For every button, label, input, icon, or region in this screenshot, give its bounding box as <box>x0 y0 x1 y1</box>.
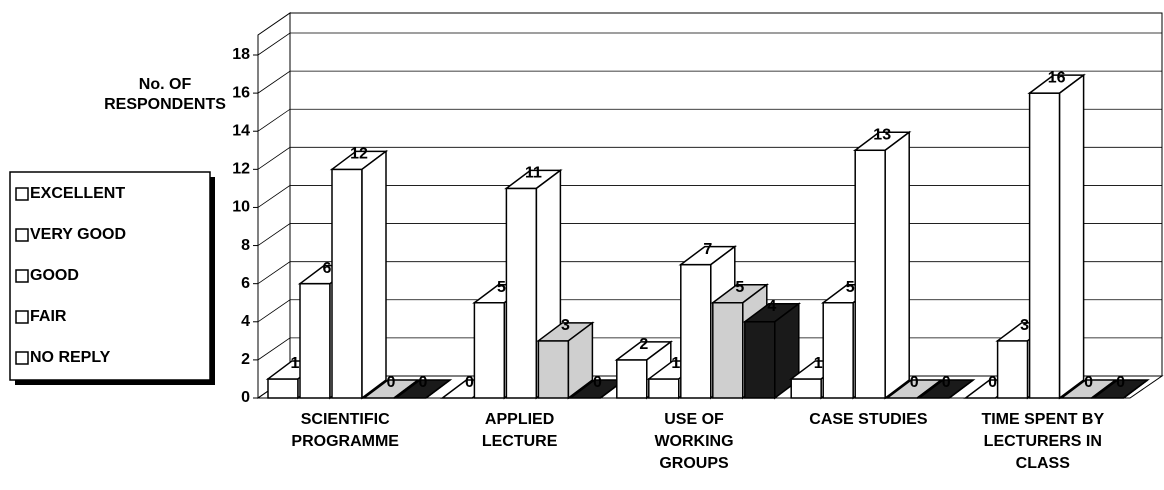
bar-side <box>884 130 910 400</box>
data-label: 0 <box>1084 374 1093 391</box>
data-label: 5 <box>846 279 855 296</box>
data-label: 11 <box>525 165 542 182</box>
bar-side <box>393 379 419 399</box>
data-label: 1 <box>671 355 680 372</box>
legend-label: GOOD <box>30 267 79 284</box>
legend-label: FAIR <box>30 308 67 325</box>
data-label: 16 <box>1048 69 1066 86</box>
data-label: 0 <box>1116 374 1125 391</box>
data-label: 6 <box>323 260 332 277</box>
bar-side <box>567 321 594 400</box>
y-tick-label: 18 <box>232 46 250 63</box>
data-label: 13 <box>873 126 891 143</box>
y-tick-label: 8 <box>241 237 250 254</box>
data-label: 0 <box>465 374 474 391</box>
bar-front <box>505 187 538 399</box>
grid-line <box>257 70 1162 94</box>
data-label: 0 <box>910 374 919 391</box>
data-label: 0 <box>387 374 396 391</box>
bar-front <box>648 378 680 399</box>
y-tick-label: 12 <box>232 161 250 178</box>
x-tick-label: CASE STUDIES <box>809 411 928 428</box>
bar-front <box>996 340 1029 399</box>
bar-side <box>1123 379 1149 399</box>
data-label: 0 <box>942 374 951 391</box>
y-tick-label: 6 <box>241 275 250 292</box>
grid-line <box>257 108 1162 132</box>
bar-front <box>744 321 776 399</box>
bar-front <box>267 378 299 399</box>
data-label: 2 <box>639 336 648 353</box>
legend-swatch <box>15 351 29 365</box>
side-wall <box>257 12 291 399</box>
legend-label: VERY GOOD <box>30 226 126 243</box>
bar-side <box>916 379 942 399</box>
bar-front <box>790 378 822 399</box>
data-label: 3 <box>561 317 570 334</box>
bar-front <box>854 149 886 399</box>
data-label: 0 <box>419 374 428 391</box>
bar-side <box>948 379 974 399</box>
x-tick-label: USE OF WORKING GROUPS <box>654 411 733 472</box>
y-tick-label: 2 <box>241 351 250 368</box>
bar-side <box>425 379 451 399</box>
y-axis-label: No. OF RESPONDENTS <box>104 76 226 113</box>
y-tick-label: 14 <box>232 122 250 139</box>
y-tick-label: 0 <box>241 389 250 406</box>
bar-front <box>616 359 648 399</box>
bar-front <box>331 168 363 399</box>
legend-label: NO REPLY <box>30 349 111 366</box>
bar-front <box>822 301 854 399</box>
bar-side <box>1091 379 1117 399</box>
legend-swatch <box>15 187 29 201</box>
bar-front <box>537 340 570 399</box>
bar-front <box>1028 92 1061 399</box>
bar-side <box>361 149 387 400</box>
bar-side <box>1058 73 1085 400</box>
legend <box>9 171 211 381</box>
legend-swatch <box>15 269 29 283</box>
data-label: 0 <box>988 374 997 391</box>
data-label: 1 <box>814 355 823 372</box>
legend-label: EXCELLENT <box>30 185 125 202</box>
y-tick-label: 16 <box>232 84 250 101</box>
x-tick-label: SCIENTIFIC PROGRAMME <box>291 411 399 450</box>
legend-swatch <box>15 228 29 242</box>
grid-line <box>257 32 1162 56</box>
bar-front <box>712 301 744 399</box>
legend-swatch <box>15 310 29 324</box>
data-label: 7 <box>703 241 712 258</box>
x-tick-label: TIME SPENT BY LECTURERS IN CLASS <box>981 411 1104 472</box>
data-label: 3 <box>1020 317 1029 334</box>
bar-front <box>473 301 506 399</box>
x-tick-label: APPLIED LECTURE <box>482 411 558 450</box>
y-tick-label: 10 <box>232 199 250 216</box>
data-label: 12 <box>350 146 368 163</box>
bar-front <box>680 263 712 399</box>
data-label: 1 <box>291 355 300 372</box>
y-tick-label: 4 <box>241 313 250 330</box>
bar-front <box>299 282 331 399</box>
data-label: 5 <box>735 279 744 296</box>
data-label: 0 <box>593 374 602 391</box>
data-label: 4 <box>767 298 776 315</box>
data-label: 5 <box>497 279 506 296</box>
